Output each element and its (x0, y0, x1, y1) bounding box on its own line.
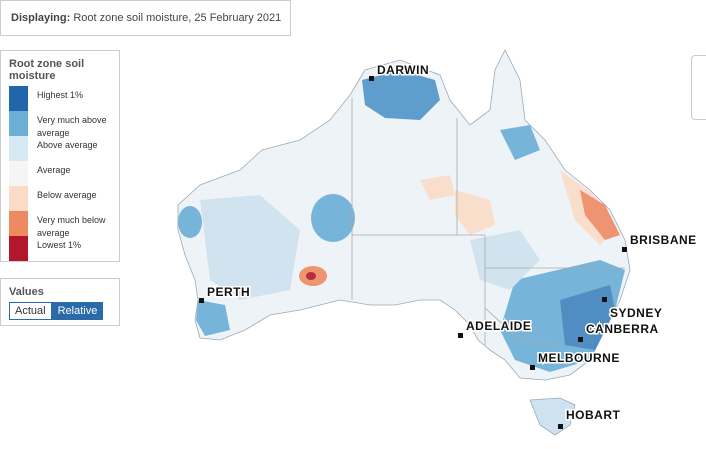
values-panel: Values Actual Relative (0, 278, 120, 326)
legend-item: Highest 1% (9, 86, 119, 111)
city-markers (199, 76, 627, 429)
legend-label: Highest 1% (37, 90, 84, 100)
legend-label: Lowest 1% (37, 240, 82, 250)
legend-swatch (9, 86, 28, 111)
state-borders (351, 98, 625, 346)
legend-items: Highest 1% Very much above average Above a… (9, 86, 119, 261)
legend-swatch (9, 211, 28, 236)
city-label: BRISBANE (630, 233, 697, 247)
city-label: ADELAIDE (466, 319, 531, 333)
legend-item: Lowest 1% (9, 236, 119, 261)
legend-swatch (9, 236, 28, 261)
city-label: DARWIN (377, 63, 429, 77)
legend: Root zone soil moisture Highest 1% Very m… (0, 50, 120, 262)
legend-item: Below average (9, 186, 119, 211)
header-text: Root zone soil moisture, 25 February 202… (73, 12, 282, 24)
legend-item: Average (9, 161, 119, 186)
header-label: Displaying: (11, 12, 71, 24)
values-title: Values (9, 286, 44, 298)
legend-item: Above average (9, 136, 119, 161)
toggle: Actual Relative (9, 302, 119, 320)
legend-label: Average (37, 165, 71, 175)
legend-swatch (9, 161, 28, 186)
legend-title: Root zone soil moisture (9, 58, 85, 82)
legend-label: Above average (37, 140, 98, 150)
legend-item: Very much below average (9, 211, 119, 238)
legend-label: Very much below average (37, 215, 106, 238)
legend-swatch (9, 186, 28, 211)
city-label: MELBOURNE (538, 351, 620, 365)
city-label: HOBART (566, 408, 620, 422)
legend-label: Very much above average (37, 115, 107, 138)
tasmania (529, 397, 576, 436)
legend-swatch (9, 111, 28, 136)
city-label: PERTH (207, 285, 250, 299)
header: Displaying: Root zone soil moisture, 25 … (0, 0, 291, 36)
actual-button[interactable]: Actual (9, 302, 52, 320)
relative-button[interactable]: Relative (51, 302, 104, 320)
legend-item: Very much above average (9, 111, 119, 138)
moisture-areas (178, 70, 625, 372)
side-tab[interactable] (691, 55, 706, 120)
legend-swatch (9, 136, 28, 161)
legend-label: Below average (37, 190, 97, 200)
city-label: SYDNEY (610, 306, 662, 320)
city-label: CANBERRA (586, 322, 659, 336)
